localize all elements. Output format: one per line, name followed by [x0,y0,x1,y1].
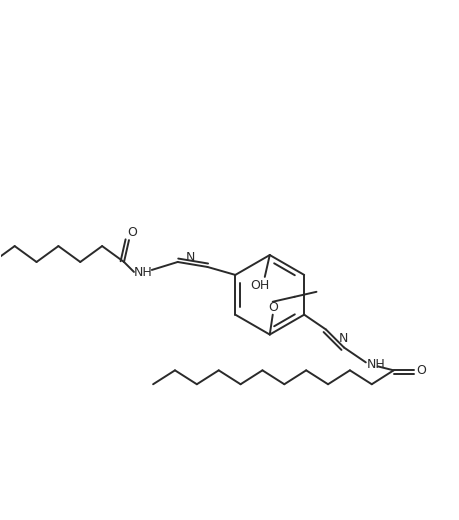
Text: O: O [267,301,277,314]
Text: N: N [185,251,195,264]
Text: O: O [416,364,425,377]
Text: N: N [337,332,347,345]
Text: O: O [127,226,137,239]
Text: OH: OH [250,279,269,292]
Text: NH: NH [133,266,152,279]
Text: NH: NH [365,358,384,371]
